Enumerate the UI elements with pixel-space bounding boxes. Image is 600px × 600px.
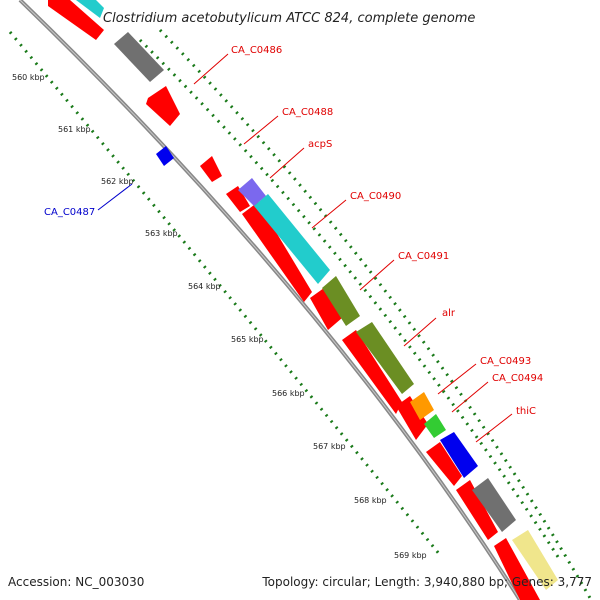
- gene-label: CA_C0490: [350, 191, 401, 202]
- cds-feature: [456, 480, 498, 540]
- tick-label: 565 kbp: [231, 335, 264, 344]
- cds-feature: [494, 538, 540, 600]
- cyan-feature: [76, 0, 104, 18]
- tick-label: 563 kbp: [145, 229, 178, 238]
- orange-feature: [410, 392, 434, 420]
- cyan-feature: [254, 194, 330, 284]
- grid-lines: [8, 28, 592, 599]
- cds-feature: [226, 186, 250, 212]
- cds-feature: [200, 156, 222, 182]
- gene-label: CA_C0493: [480, 356, 531, 367]
- tick-label: 569 kbp: [394, 551, 427, 560]
- topology-text: Topology: circular; Length: 3,940,880 bp…: [261, 575, 592, 589]
- cds-feature: [426, 442, 462, 486]
- leader-ca-c0490: [311, 199, 347, 229]
- tick-label: 566 kbp: [272, 389, 305, 398]
- blue-feature: [156, 146, 174, 166]
- outer-feature-track: [76, 0, 558, 590]
- leader-thic: [475, 413, 513, 443]
- blue-feature: [440, 432, 478, 478]
- leader-ca-c0487: [97, 183, 133, 211]
- gene-label: thiC: [516, 406, 536, 417]
- leader-ca-c0493: [437, 363, 477, 395]
- cds-feature: [242, 202, 312, 302]
- tick-label: 568 kbp: [354, 496, 387, 505]
- leader-acps: [269, 147, 305, 179]
- gene-label: CA_C0491: [398, 251, 449, 262]
- map-title: Clostridium acetobutylicum ATCC 824, com…: [103, 11, 475, 26]
- tick-label: 562 kbp: [101, 177, 134, 186]
- olive-feature: [356, 322, 414, 394]
- outer-dotted-line-1: [138, 38, 562, 561]
- leader-ca-c0491: [359, 259, 395, 291]
- leader-ca-c0494: [451, 381, 489, 413]
- cds-feature: [48, 0, 104, 40]
- outer-dotted-line-2: [158, 28, 592, 599]
- yellow-feature: [512, 530, 558, 590]
- gene-labels: CA_C0486 CA_C0488 acpS CA_C0490 CA_C0491…: [44, 45, 543, 417]
- gene-label: acpS: [308, 139, 332, 150]
- tick-label: 564 kbp: [188, 282, 221, 291]
- tick-label: 567 kbp: [313, 442, 346, 451]
- gene-label: CA_C0488: [282, 107, 333, 118]
- leader-alr: [403, 317, 437, 347]
- gene-label: CA_C0494: [492, 373, 543, 384]
- inner-dotted-line: [8, 31, 442, 556]
- tick-label: 561 kbp: [58, 125, 91, 134]
- leader-ca-c0488: [243, 115, 279, 145]
- leader-ca-c0486: [193, 53, 229, 85]
- gene-label: CA_C0487: [44, 207, 95, 218]
- cds-feature: [396, 396, 428, 440]
- tick-labels: 560 kbp 561 kbp 562 kbp 563 kbp 564 kbp …: [12, 73, 427, 560]
- gene-label: alr: [442, 308, 456, 319]
- tick-label: 560 kbp: [12, 73, 45, 82]
- inner-cds-track: [48, 0, 540, 600]
- cds-feature: [310, 288, 342, 330]
- gray-feature: [472, 478, 516, 532]
- cds-feature: [146, 86, 180, 126]
- gene-label: CA_C0486: [231, 45, 282, 56]
- accession-text: Accession: NC_003030: [8, 575, 144, 589]
- olive-feature: [322, 276, 360, 326]
- genome-backbone: [18, 0, 522, 600]
- gray-feature: [114, 32, 164, 82]
- genome-backbone-highlight: [19, 0, 521, 600]
- leader-lines: [97, 53, 513, 443]
- green-feature: [424, 414, 446, 438]
- purple-feature: [238, 178, 266, 206]
- cds-feature: [342, 330, 402, 414]
